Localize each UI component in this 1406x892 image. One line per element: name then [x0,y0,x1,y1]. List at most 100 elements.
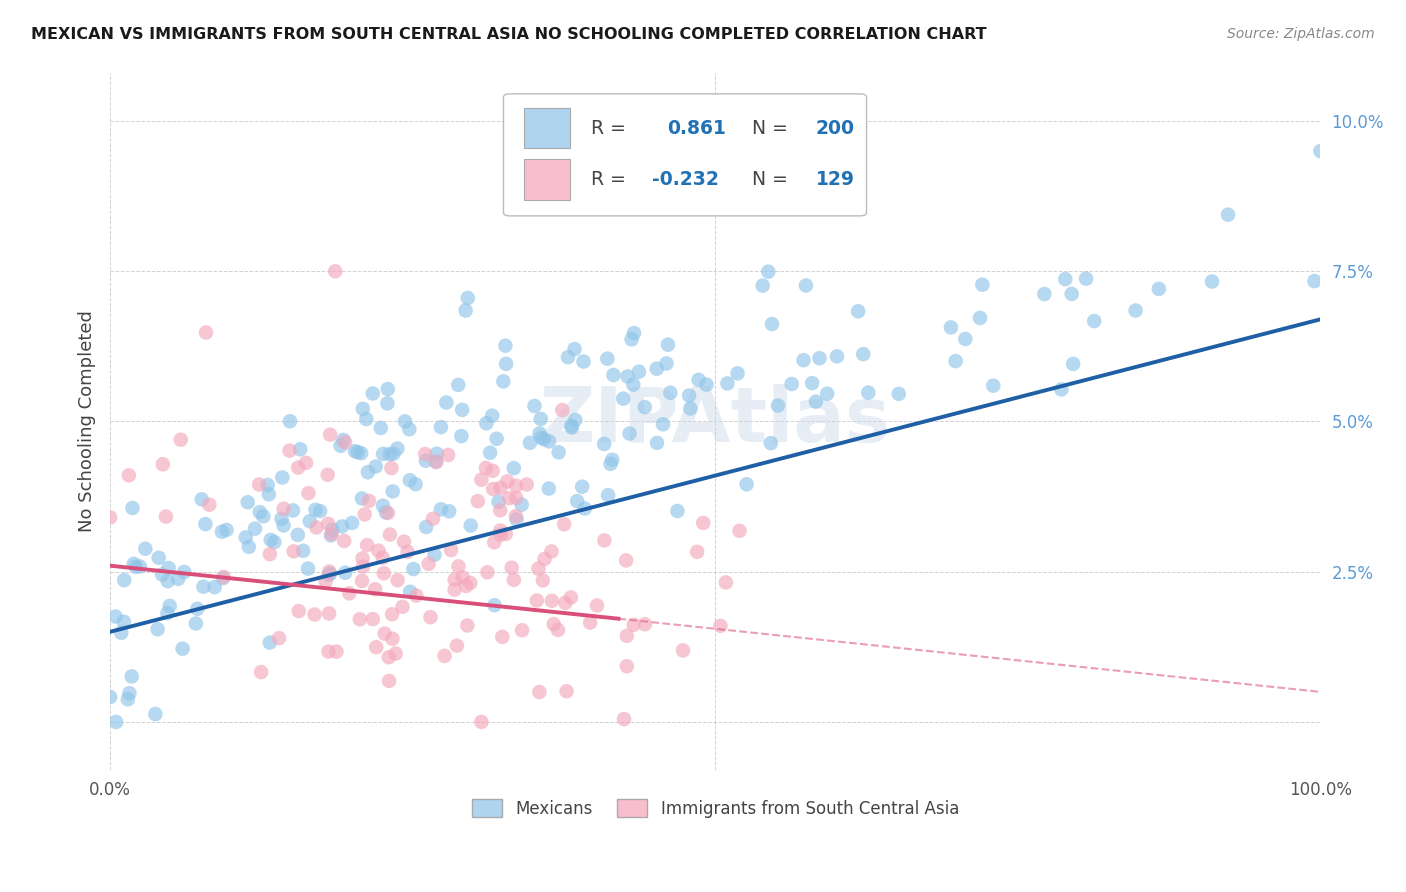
Point [692,516,714,530]
Point [553,517,575,532]
Point [212,571,235,585]
Point [148,550,170,565]
Point [159,599,181,613]
Point [105,714,128,729]
Point [527,561,550,575]
Point [316,467,339,482]
Point [367,543,389,558]
Point [1309,144,1331,158]
Point [530,412,553,426]
Point [433,648,456,663]
FancyBboxPatch shape [503,94,866,216]
Point [121,500,143,515]
Text: R =: R = [591,170,626,189]
Point [447,559,470,574]
Point [529,426,551,441]
Point [586,599,609,613]
Point [290,442,312,457]
Point [489,528,512,542]
Point [804,394,827,409]
Point [657,337,679,351]
Point [263,535,285,549]
Point [98,690,121,704]
Point [759,436,782,450]
Point [170,433,193,447]
Point [659,385,682,400]
Point [945,354,967,368]
Point [405,589,427,603]
Point [260,533,283,547]
Point [495,527,517,541]
Point [652,417,675,432]
Point [655,356,678,370]
Point [825,349,848,363]
Point [184,616,207,631]
Point [451,403,474,417]
Point [356,412,378,426]
Text: 0.861: 0.861 [666,119,725,137]
Point [560,591,582,605]
Point [374,626,396,640]
Point [110,625,132,640]
Point [443,573,465,587]
Point [423,548,446,562]
Point [1060,287,1083,301]
Point [361,386,384,401]
Point [526,593,548,607]
Point [381,484,404,499]
Point [340,516,363,530]
Point [599,457,621,471]
Point [443,582,465,597]
Point [672,643,695,657]
Point [616,659,638,673]
Point [309,504,332,518]
Point [560,418,582,433]
Point [211,524,233,539]
Point [249,505,271,519]
Point [377,396,399,410]
Point [398,473,420,487]
Point [484,535,506,549]
Point [470,714,492,729]
Point [377,506,399,520]
Point [523,399,546,413]
Point [492,375,515,389]
Point [666,504,689,518]
Point [371,550,394,565]
Point [561,420,583,434]
Point [398,422,420,436]
Point [318,565,340,579]
Point [356,538,378,552]
Point [627,365,650,379]
Point [333,533,356,548]
Y-axis label: No Schooling Completed: No Schooling Completed [79,310,96,533]
Point [564,342,586,356]
Point [332,433,354,447]
Point [716,376,738,391]
Text: R =: R = [591,119,626,137]
Point [156,606,179,620]
Point [596,351,619,366]
Point [350,446,373,460]
Point [714,575,737,590]
Point [1050,382,1073,396]
Point [735,477,758,491]
Point [193,580,215,594]
Point [451,570,474,584]
Point [502,573,524,587]
Point [567,494,589,508]
Point [1125,303,1147,318]
Point [381,607,404,622]
Point [337,586,360,600]
Point [381,632,404,646]
Point [329,439,352,453]
Point [434,395,457,409]
Point [440,543,463,558]
Point [321,527,343,541]
Point [318,567,340,582]
Point [1074,271,1097,285]
Point [399,584,422,599]
Point [564,413,586,427]
Point [121,669,143,683]
Point [157,561,180,575]
